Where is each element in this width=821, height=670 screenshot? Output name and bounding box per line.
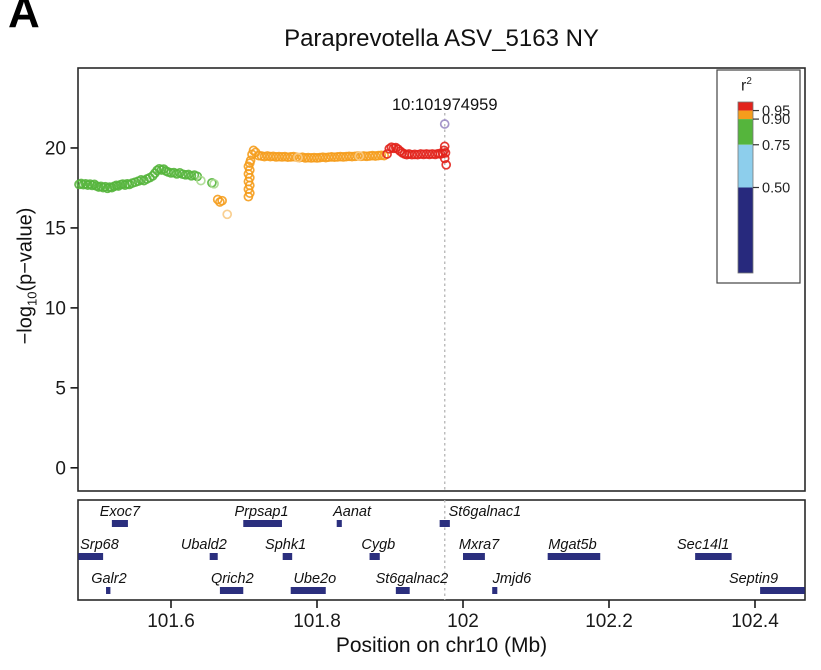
gene-bar [547, 553, 601, 560]
legend-tick-label: 0.95 [762, 104, 790, 120]
scatter-point [212, 194, 223, 205]
x-tick-label: 102.4 [731, 611, 779, 632]
x-tick-label: 102.2 [585, 611, 633, 632]
gene-bar [336, 520, 342, 527]
scatter-point [440, 147, 451, 158]
x-tick-label: 101.6 [147, 611, 195, 632]
gene-label: Prpsap1 [235, 504, 289, 520]
association-panel-border [77, 67, 806, 492]
scatter-point [217, 195, 227, 206]
legend-color-segment [738, 187, 753, 273]
x-axis-title: Position on chr10 (Mb) [335, 634, 548, 657]
gene-bar [369, 553, 380, 560]
legend-box [716, 69, 801, 284]
legend-title-superscript: 2 [746, 76, 752, 87]
gene-label: Ube2o [293, 571, 336, 587]
x-tick-label: 102 [447, 611, 479, 632]
scatter-point [196, 175, 206, 186]
gene-bar [492, 587, 498, 594]
y-axis-title-suffix: (p−value) [14, 207, 37, 292]
gene-label: Aanat [332, 504, 372, 520]
legend-color-segment [738, 144, 753, 188]
gene-bar [111, 520, 128, 527]
y-tick-label: 10 [45, 298, 66, 319]
legend-tick-label: 0.75 [762, 138, 790, 154]
panel-letter: A [8, 0, 40, 37]
legend-color-segment [738, 102, 753, 111]
y-tick-label: 15 [45, 218, 66, 239]
gene-panel-border [77, 499, 806, 601]
scatter-point [222, 209, 233, 220]
y-tick-label: 5 [55, 378, 66, 399]
scatter-point [248, 145, 259, 156]
gene-bar [106, 587, 111, 594]
scatter-point [209, 178, 219, 189]
legend-tick-label: 0.50 [762, 181, 790, 197]
y-axis-title-prefix: −log [14, 306, 37, 345]
gene-bar [290, 587, 326, 594]
gene-label: Galr2 [91, 571, 126, 587]
gene-label: Exoc7 [100, 504, 141, 520]
scatter-point [439, 119, 450, 129]
gene-label: Sec14l1 [677, 537, 729, 553]
y-tick-label: 0 [55, 458, 66, 479]
gene-bar [282, 553, 293, 560]
scatter-point [382, 149, 392, 159]
scatter-point [441, 159, 452, 170]
x-tick-label: 101.8 [293, 611, 341, 632]
gene-label: Cygb [361, 537, 395, 553]
gene-label: Srp68 [80, 537, 119, 553]
gene-bar [209, 553, 218, 560]
gene-label: St6galnac2 [376, 571, 449, 587]
gene-bar [395, 587, 410, 594]
lead-snp-label: 10:101974959 [391, 95, 498, 114]
legend-title-base: r [741, 77, 747, 95]
gene-bar [462, 553, 485, 560]
gene-label: Ubald2 [181, 537, 227, 553]
gene-bar [695, 553, 732, 560]
scatter-point [293, 152, 303, 163]
gene-label: Jmjd6 [492, 571, 533, 587]
legend-title: r2 [741, 76, 752, 95]
plot-title: Paraprevotella ASV_5163 NY [284, 25, 599, 52]
gene-label: Sphk1 [265, 537, 306, 553]
y-axis-title-subscript: 10 [24, 291, 40, 307]
y-tick-label: 20 [45, 138, 66, 159]
legend-color-segment [738, 110, 753, 120]
gene-label: Mxra7 [459, 537, 500, 553]
gene-label: St6galnac1 [449, 504, 522, 520]
scatter-point [245, 155, 256, 166]
scatter-point [439, 141, 450, 152]
gene-bar [243, 520, 282, 527]
gene-bar [219, 587, 244, 594]
legend-tick-label: 0.90 [762, 112, 790, 128]
gene-label: Mgat5b [548, 537, 596, 553]
gene-bar [439, 520, 450, 527]
gene-bar [78, 553, 104, 560]
legend-color-segment [738, 119, 753, 145]
gene-label: Qrich2 [211, 571, 254, 587]
scatter-point [439, 153, 450, 164]
scatter-point [354, 151, 365, 161]
gene-label: Septin9 [729, 571, 778, 587]
gene-bar [760, 587, 805, 594]
